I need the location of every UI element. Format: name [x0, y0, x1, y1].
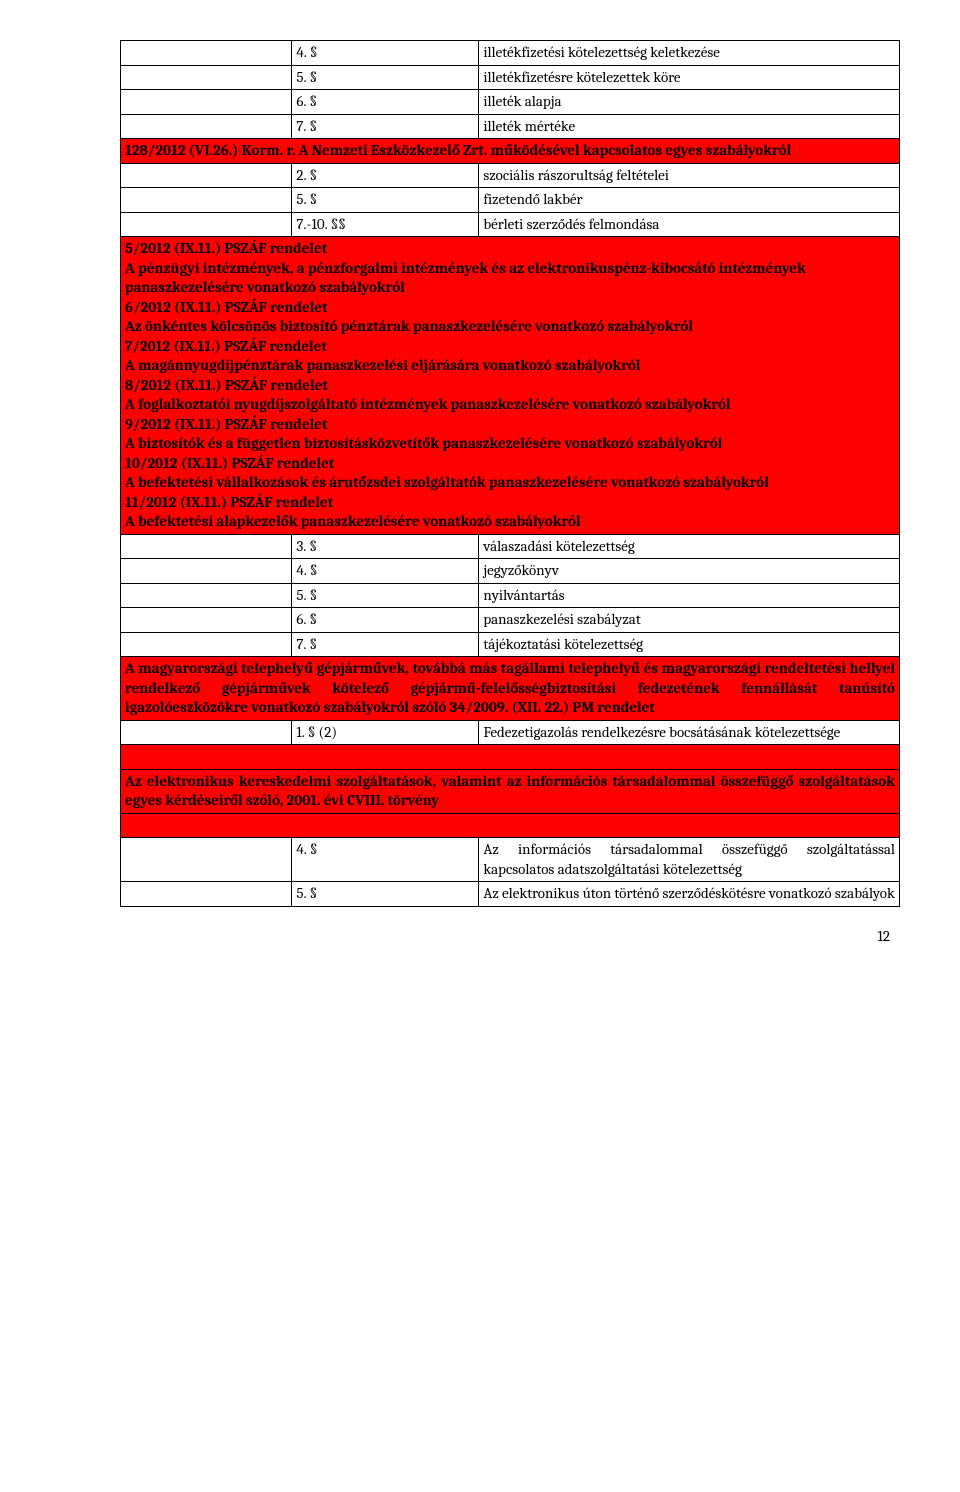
section-text: jegyzőkönyv: [479, 559, 900, 584]
empty-header: [121, 813, 900, 838]
section-number: 7.-10. §§: [292, 212, 479, 237]
section-text: illetékfizetési kötelezettség keletkezés…: [479, 41, 900, 66]
section-number: 7. §: [292, 114, 479, 139]
section-text: Az elektronikus úton történő szerződéskö…: [479, 882, 900, 907]
section-text: illetékfizetésre kötelezettek köre: [479, 65, 900, 90]
section-text: válaszadási kötelezettség: [479, 534, 900, 559]
regulation-table: 4. §illetékfizetési kötelezettség keletk…: [120, 40, 900, 907]
section-number: 5. §: [292, 583, 479, 608]
section-number: 4. §: [292, 838, 479, 882]
regulation-header: A magyarországi telephelyű gépjárművek, …: [121, 657, 900, 721]
blank-cell: [121, 882, 292, 907]
regulation-header: Az elektronikus kereskedelmi szolgáltatá…: [121, 769, 900, 813]
section-text: tájékoztatási kötelezettség: [479, 632, 900, 657]
page-number: 12: [120, 927, 900, 947]
section-number: 5. §: [292, 882, 479, 907]
blank-cell: [121, 114, 292, 139]
section-number: 2. §: [292, 163, 479, 188]
blank-cell: [121, 838, 292, 882]
blank-cell: [121, 583, 292, 608]
section-text: Fedezetigazolás rendelkezésre bocsátásán…: [479, 720, 900, 745]
blank-cell: [121, 212, 292, 237]
blank-cell: [121, 534, 292, 559]
blank-cell: [121, 65, 292, 90]
section-number: 4. §: [292, 559, 479, 584]
blank-cell: [121, 188, 292, 213]
section-text: bérleti szerződés felmondása: [479, 212, 900, 237]
section-text: illeték alapja: [479, 90, 900, 115]
section-number: 6. §: [292, 608, 479, 633]
section-text: panaszkezelési szabályzat: [479, 608, 900, 633]
section-text: illeték mértéke: [479, 114, 900, 139]
blank-cell: [121, 632, 292, 657]
blank-cell: [121, 163, 292, 188]
section-number: 3. §: [292, 534, 479, 559]
blank-cell: [121, 90, 292, 115]
section-number: 5. §: [292, 65, 479, 90]
section-number: 7. §: [292, 632, 479, 657]
section-text: fizetendő lakbér: [479, 188, 900, 213]
section-number: 4. §: [292, 41, 479, 66]
section-text: szociális rászorultság feltételei: [479, 163, 900, 188]
section-text: Az információs társadalommal összefüggő …: [479, 838, 900, 882]
section-number: 1. § (2): [292, 720, 479, 745]
regulation-header: 5/2012 (IX.11.) PSZÁF rendeletA pénzügyi…: [121, 237, 900, 535]
blank-cell: [121, 559, 292, 584]
blank-cell: [121, 720, 292, 745]
empty-header: [121, 745, 900, 770]
section-number: 6. §: [292, 90, 479, 115]
blank-cell: [121, 608, 292, 633]
section-text: nyilvántartás: [479, 583, 900, 608]
regulation-header: 128/2012 (VI.26.) Korm. r. A Nemzeti Esz…: [121, 139, 900, 164]
blank-cell: [121, 41, 292, 66]
section-number: 5. §: [292, 188, 479, 213]
